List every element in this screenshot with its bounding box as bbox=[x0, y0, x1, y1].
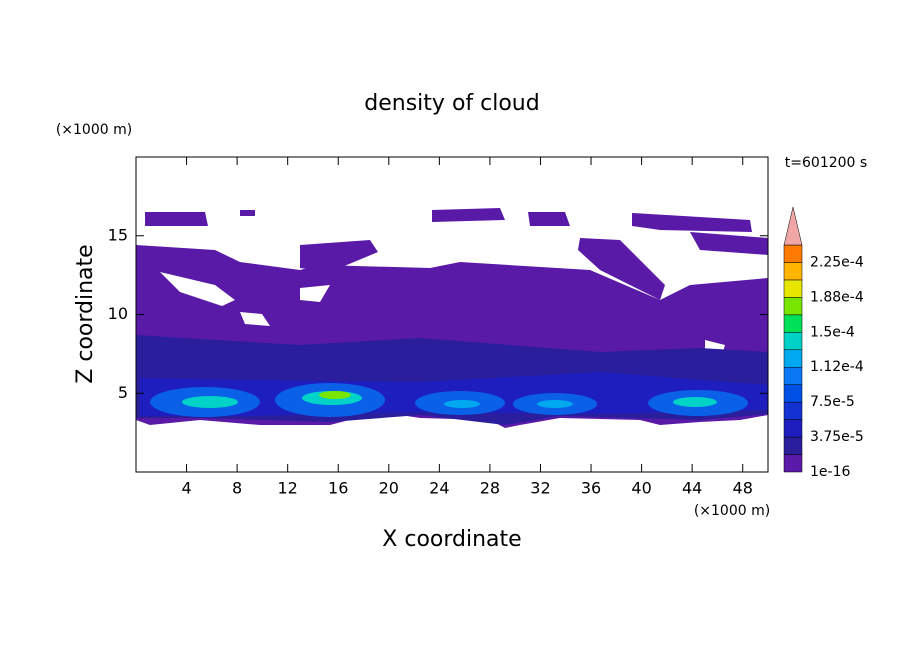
contour-region bbox=[537, 400, 573, 408]
colorbar-box bbox=[783, 401, 803, 420]
contour-region bbox=[673, 397, 717, 407]
x-unit: (×1000 m) bbox=[694, 503, 770, 519]
colorbar-box bbox=[783, 262, 803, 281]
x-axis-label: X coordinate bbox=[382, 527, 521, 552]
colorbar-label: 1e-16 bbox=[810, 464, 850, 480]
colorbar-box bbox=[783, 366, 803, 385]
contour-region bbox=[319, 391, 351, 399]
colorbar-box bbox=[783, 297, 803, 316]
colorbar-label: 1.5e-4 bbox=[810, 324, 855, 340]
y-tick-label: 5 bbox=[118, 383, 128, 402]
colorbar-box bbox=[783, 314, 803, 333]
colorbar-box bbox=[783, 436, 803, 455]
colorbar-box bbox=[783, 454, 803, 473]
colorbar-label: 7.5e-5 bbox=[810, 394, 855, 410]
x-tick-label: 16 bbox=[328, 479, 348, 498]
colorbar-label: 2.25e-4 bbox=[810, 254, 864, 270]
colorbar-box bbox=[783, 384, 803, 403]
x-tick-label: 8 bbox=[232, 479, 242, 498]
y-tick-label: 10 bbox=[108, 304, 128, 323]
colorbar-label: 1.12e-4 bbox=[810, 359, 864, 375]
contour-region bbox=[182, 396, 238, 408]
contour-cores bbox=[150, 383, 748, 417]
contour-region bbox=[444, 400, 480, 408]
colorbar-label: 3.75e-5 bbox=[810, 429, 864, 445]
colorbar-box bbox=[783, 419, 803, 438]
colorbar-box bbox=[783, 349, 803, 368]
x-tick-label: 24 bbox=[429, 479, 449, 498]
chart-title: density of cloud bbox=[364, 91, 539, 116]
x-tick-label: 36 bbox=[581, 479, 601, 498]
time-label: t=601200 s bbox=[785, 155, 867, 171]
x-tick-label: 32 bbox=[530, 479, 550, 498]
x-tick-label: 44 bbox=[682, 479, 702, 498]
colorbar-over bbox=[783, 206, 803, 246]
colorbar-box bbox=[783, 332, 803, 351]
y-axis-label: Z coordinate bbox=[73, 244, 98, 383]
x-tick-label: 40 bbox=[631, 479, 651, 498]
colorbar-box bbox=[783, 279, 803, 298]
y-unit: (×1000 m) bbox=[56, 122, 132, 138]
y-tick-label: 15 bbox=[108, 225, 128, 244]
colorbar-label: 1.88e-4 bbox=[810, 289, 864, 305]
x-tick-label: 20 bbox=[379, 479, 399, 498]
colorbar-box bbox=[783, 244, 803, 263]
x-tick-label: 28 bbox=[480, 479, 500, 498]
x-tick-label: 12 bbox=[278, 479, 298, 498]
x-tick-label: 48 bbox=[733, 479, 753, 498]
x-tick-label: 4 bbox=[181, 479, 191, 498]
contour-field bbox=[136, 208, 768, 428]
